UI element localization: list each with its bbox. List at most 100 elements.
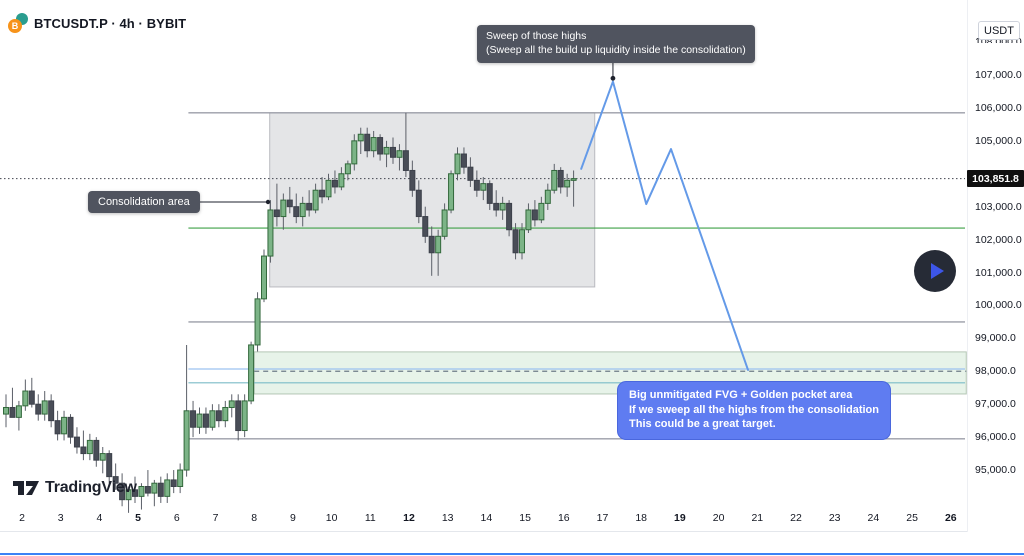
price-tick-label: 102,000.0 <box>975 233 1022 246</box>
candle-body <box>286 199 293 208</box>
symbol-header[interactable]: B BTCUSDT.P · 4h · BYBIT <box>8 13 186 33</box>
time-tick-label: 22 <box>790 512 802 524</box>
candle-body <box>132 489 138 497</box>
sweep-tooltip-line2: (Sweep all the build up liquidity inside… <box>486 43 746 56</box>
time-tick-label: 26 <box>944 512 957 524</box>
candle-body <box>177 469 184 488</box>
price-tick-label: 96,000.0 <box>975 431 1016 444</box>
candle-body <box>428 235 435 254</box>
candle-body <box>493 202 500 211</box>
consolidation-box <box>269 112 596 288</box>
candle-body <box>338 173 345 188</box>
candle-body <box>202 413 209 428</box>
time-tick-label: 7 <box>212 512 219 524</box>
candle-body <box>344 163 351 175</box>
candle-body <box>119 482 126 501</box>
time-tick-label: 11 <box>364 512 376 524</box>
candle-body <box>448 173 455 211</box>
fvg-callout-line3: This could be a great target. <box>629 418 776 431</box>
candle-body <box>86 439 93 455</box>
candle-body <box>106 453 113 478</box>
candle-body <box>390 146 396 158</box>
consolidation-area-label[interactable]: Consolidation area <box>88 191 200 214</box>
candle-body <box>486 183 493 204</box>
candle-body <box>467 166 474 181</box>
tradingview-watermark[interactable]: TradingView <box>12 478 137 498</box>
fvg-target-callout[interactable]: Big unmitigated FVG + Golden pocket area… <box>617 381 891 440</box>
candle-body <box>241 400 248 432</box>
candle-body <box>357 133 364 142</box>
candle-body <box>22 390 29 407</box>
tradingview-watermark-text: TradingView <box>45 479 137 496</box>
candle-body <box>228 400 235 408</box>
consolidation-leader-dot <box>265 199 271 205</box>
candle-body <box>370 137 377 152</box>
candle-body <box>454 153 461 175</box>
candle-body <box>54 420 61 435</box>
replay-play-button[interactable] <box>914 250 956 292</box>
candle-body <box>183 410 190 471</box>
time-tick-label: 21 <box>751 512 764 524</box>
time-tick-label: 13 <box>441 512 454 524</box>
sweep-tooltip-line1: Sweep of those highs <box>486 30 587 42</box>
price-tick-label: 103,000.0 <box>975 200 1022 213</box>
candle-body <box>144 486 151 494</box>
bitcoin-icon: B <box>8 19 22 33</box>
time-tick-label: 8 <box>251 512 258 524</box>
symbol-title[interactable]: BTCUSDT.P · 4h · BYBIT <box>34 15 187 31</box>
currency-unit-button[interactable]: USDT <box>978 21 1020 40</box>
candle-body <box>441 209 448 237</box>
time-tick-label: 20 <box>712 512 725 524</box>
candle-body <box>267 209 274 257</box>
time-tick-label: 2 <box>19 512 25 524</box>
projection-path-line <box>580 80 750 371</box>
candle-body <box>157 482 164 497</box>
candle-body <box>570 178 577 181</box>
price-tick-label: 107,000.0 <box>975 69 1022 81</box>
candle-body <box>557 169 564 188</box>
candle-body <box>15 405 22 418</box>
candle-body <box>473 179 480 191</box>
time-tick-label: 9 <box>289 512 296 524</box>
candle-body <box>164 479 171 497</box>
candle-body <box>544 189 551 204</box>
sweep-tooltip[interactable]: Sweep of those highs (Sweep all the buil… <box>477 25 755 64</box>
time-tick-label: 25 <box>906 512 918 524</box>
candle-body <box>525 209 532 231</box>
candle-body <box>538 202 545 221</box>
candle-body <box>512 229 519 254</box>
candle-body <box>480 183 487 191</box>
candle-body <box>112 476 119 484</box>
candle-body <box>280 199 287 218</box>
candle-body <box>402 150 409 171</box>
candle-body <box>531 209 538 221</box>
candle-body <box>312 189 319 211</box>
candle-body <box>519 229 525 254</box>
time-tick-label: 12 <box>403 512 415 524</box>
candle-body <box>190 410 197 428</box>
candle-body <box>73 436 80 448</box>
candle-body <box>331 179 338 188</box>
fvg-callout-line2: If we sweep all the highs from the conso… <box>629 403 879 416</box>
time-tick-label: 16 <box>557 512 570 524</box>
candle-body <box>409 169 416 191</box>
candle-body <box>248 344 255 402</box>
candle-body <box>99 453 106 461</box>
price-tick-label: 97,000.0 <box>975 398 1016 411</box>
candle-body <box>435 235 442 254</box>
candle-body <box>273 209 280 218</box>
bottom-accent-line <box>0 553 1024 555</box>
fvg-callout-line1: Big unmitigated FVG + Golden pocket area <box>629 389 853 401</box>
current-price-badge: 103,851.8 <box>967 170 1024 187</box>
time-tick-label: 6 <box>173 512 180 524</box>
candle-body <box>80 446 87 455</box>
price-axis-separator <box>967 0 968 532</box>
price-tick-label: 98,000.0 <box>975 365 1016 378</box>
sweep-anchor-dot <box>610 75 616 81</box>
candle-body <box>67 416 74 438</box>
candle-body <box>41 400 48 415</box>
candle-body <box>299 202 306 218</box>
candle-body <box>564 179 571 188</box>
candle-body <box>61 416 68 435</box>
